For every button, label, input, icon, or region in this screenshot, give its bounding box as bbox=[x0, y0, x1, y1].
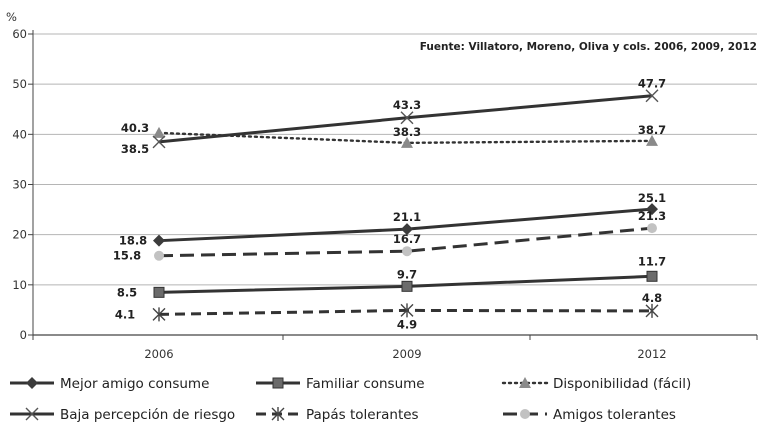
data-point-marker bbox=[645, 303, 659, 318]
data-point-marker bbox=[152, 135, 166, 149]
x-tick-label: 2012 bbox=[637, 347, 666, 361]
data-point-marker bbox=[401, 136, 413, 148]
data-label: 4.9 bbox=[397, 317, 417, 331]
data-point-marker bbox=[401, 223, 413, 236]
data-label: 38.3 bbox=[393, 125, 421, 139]
legend: Mejor amigo consume Familiar consume Dispo… bbox=[10, 376, 691, 423]
x-marker-shape bbox=[25, 407, 39, 421]
star-marker-shape bbox=[645, 303, 659, 318]
data-label: 8.5 bbox=[117, 285, 137, 299]
axes: 0 10 20 30 40 50 60 2006 2009 2012 bbox=[12, 27, 758, 361]
triangle-marker-shape bbox=[646, 134, 658, 146]
legend-item: Disponibilidad (fácil) bbox=[501, 376, 691, 392]
data-label: 11.7 bbox=[638, 254, 666, 268]
triangle-marker-shape bbox=[401, 136, 413, 148]
legend-label: Baja percepción de riesgo bbox=[60, 407, 235, 423]
data-label: 38.7 bbox=[638, 123, 666, 137]
data-point-marker bbox=[402, 246, 412, 257]
series-line bbox=[158, 226, 653, 258]
data-point-marker bbox=[646, 203, 658, 216]
data-label: 21.1 bbox=[393, 210, 421, 224]
diamond-marker-shape bbox=[646, 203, 658, 216]
diamond-marker-shape bbox=[401, 223, 413, 236]
legend-label: Mejor amigo consume bbox=[60, 376, 209, 392]
data-label: 21.3 bbox=[638, 209, 666, 223]
data-label: 15.8 bbox=[113, 249, 141, 263]
x-marker-shape bbox=[152, 135, 166, 149]
legend-marker bbox=[271, 407, 285, 421]
data-label: 4.8 bbox=[642, 291, 662, 305]
legend-label: Disponibilidad (fácil) bbox=[553, 376, 691, 392]
star-marker-shape bbox=[400, 303, 414, 318]
data-label: 9.7 bbox=[397, 267, 417, 281]
data-label: 47.7 bbox=[638, 77, 666, 91]
legend-marker bbox=[520, 409, 530, 419]
x-marker-shape bbox=[645, 89, 659, 103]
data-point-marker bbox=[646, 134, 658, 146]
diamond-marker-shape bbox=[153, 234, 165, 247]
series-group bbox=[152, 89, 659, 322]
data-label: 18.8 bbox=[119, 234, 147, 248]
x-tick-label: 2009 bbox=[392, 347, 421, 361]
y-tick-label: 60 bbox=[12, 27, 27, 41]
data-point-marker bbox=[153, 126, 165, 138]
y-unit-label: % bbox=[6, 10, 17, 24]
data-label: 25.1 bbox=[638, 191, 666, 205]
data-label: 38.5 bbox=[121, 142, 149, 156]
source-note: Fuente: Villatoro, Moreno, Oliva y cols.… bbox=[420, 41, 757, 53]
circle-marker-shape bbox=[647, 223, 657, 234]
triangle-marker-shape bbox=[519, 377, 531, 388]
data-label: 4.1 bbox=[115, 307, 135, 321]
data-point-marker bbox=[154, 250, 164, 261]
circle-marker-shape bbox=[402, 246, 412, 257]
data-point-marker bbox=[400, 111, 414, 125]
square-marker-shape bbox=[272, 377, 284, 389]
legend-item: Mejor amigo consume bbox=[10, 376, 209, 392]
star-marker-shape bbox=[271, 407, 285, 421]
square-marker-shape bbox=[401, 280, 413, 292]
data-labels: 18.8 21.1 25.1 8.5 9.7 11.7 40.3 38.3 38.7 38.5 43… bbox=[113, 77, 666, 332]
legend-marker bbox=[272, 377, 284, 389]
circle-marker-shape bbox=[520, 409, 530, 419]
legend-marker bbox=[519, 377, 531, 388]
x-marker-shape bbox=[400, 111, 414, 125]
legend-item: Baja percepción de riesgo bbox=[10, 407, 235, 423]
square-marker-shape bbox=[646, 270, 658, 282]
legend-item: Familiar consume bbox=[256, 376, 425, 392]
data-point-marker bbox=[646, 270, 658, 282]
circle-marker-shape bbox=[154, 250, 164, 261]
data-label: 40.3 bbox=[121, 121, 149, 135]
star-marker-shape bbox=[152, 307, 166, 322]
y-tick-label: 40 bbox=[12, 127, 27, 141]
data-label: 16.7 bbox=[393, 232, 421, 246]
data-point-marker bbox=[401, 280, 413, 292]
y-tick-label: 10 bbox=[12, 278, 27, 292]
data-point-marker bbox=[645, 89, 659, 103]
data-point-marker bbox=[153, 286, 165, 298]
legend-marker bbox=[26, 377, 38, 389]
legend-item: Amigos tolerantes bbox=[503, 407, 676, 423]
data-point-marker bbox=[647, 223, 657, 234]
y-tick-label: 30 bbox=[12, 178, 27, 192]
triangle-marker-shape bbox=[153, 126, 165, 138]
y-tick-label: 0 bbox=[20, 328, 27, 342]
legend-marker bbox=[25, 407, 39, 421]
legend-label: Familiar consume bbox=[306, 376, 425, 392]
data-point-marker bbox=[152, 307, 166, 322]
legend-label: Amigos tolerantes bbox=[553, 407, 676, 423]
legend-item: Papás tolerantes bbox=[256, 407, 419, 423]
legend-label: Papás tolerantes bbox=[306, 407, 419, 423]
data-point-marker bbox=[153, 234, 165, 247]
y-tick-label: 50 bbox=[12, 77, 27, 91]
data-label: 43.3 bbox=[393, 98, 421, 112]
diamond-marker-shape bbox=[26, 377, 38, 389]
square-marker-shape bbox=[153, 286, 165, 298]
data-point-marker bbox=[400, 303, 414, 318]
y-tick-label: 20 bbox=[12, 228, 27, 242]
gridlines bbox=[33, 33, 757, 286]
x-tick-label: 2006 bbox=[144, 347, 173, 361]
